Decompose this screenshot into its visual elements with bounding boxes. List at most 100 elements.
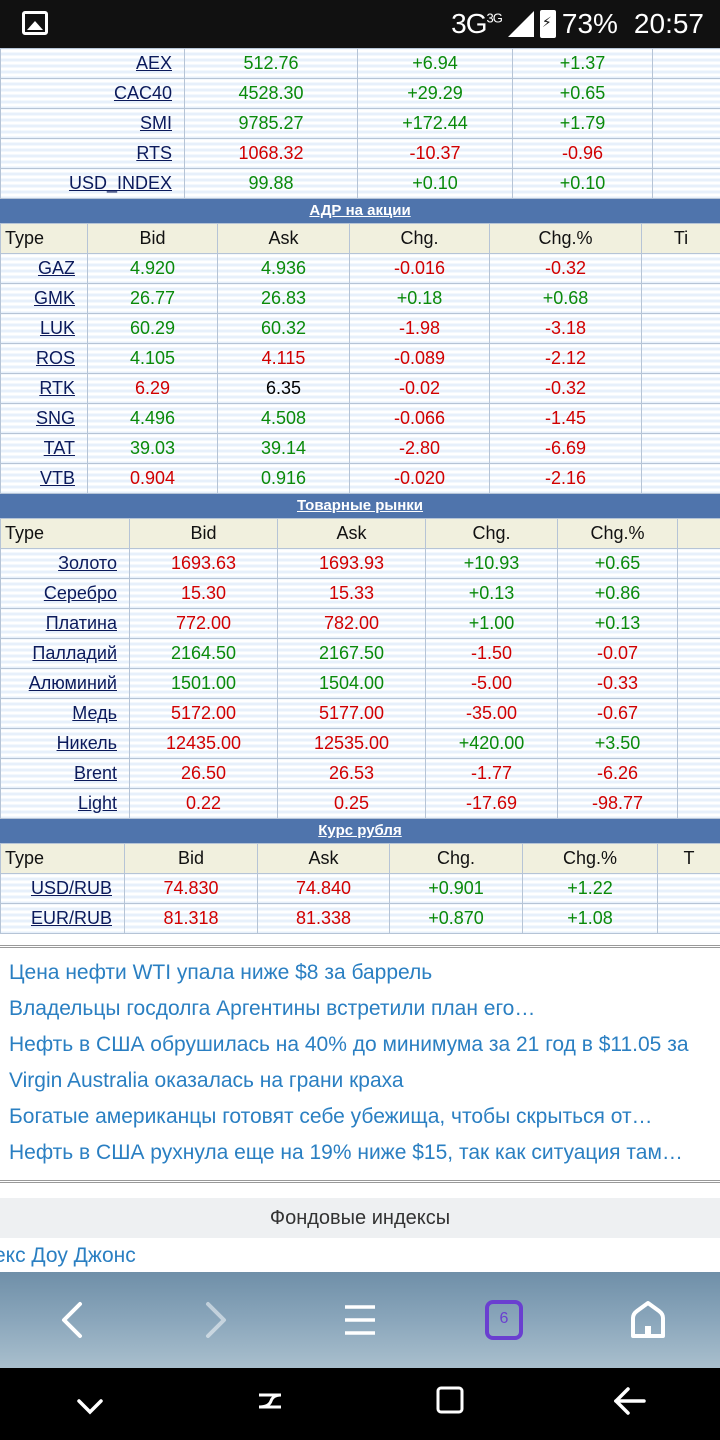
instrument-link[interactable]: Серебро xyxy=(0,578,130,609)
change-cell: -0.02 xyxy=(349,373,490,404)
empty-cell xyxy=(641,313,720,344)
table-row: VTB 0.904 0.916 -0.020 -2.16 xyxy=(0,463,720,494)
gallery-notification-icon xyxy=(22,11,48,35)
empty-cell xyxy=(652,138,720,169)
instrument-link[interactable]: VTB xyxy=(0,463,88,494)
instrument-link[interactable]: GMK xyxy=(0,283,88,314)
change-percent-cell: -0.96 xyxy=(512,138,653,169)
tabs-button[interactable]: 6 xyxy=(468,1284,540,1356)
empty-cell xyxy=(677,698,720,729)
ask-cell: 4.936 xyxy=(217,253,350,284)
table-header-row: Type Bid Ask Chg. Chg.% Ti xyxy=(0,223,720,254)
instrument-link[interactable]: LUK xyxy=(0,313,88,344)
news-list: Цена нефти WTI упала ниже $8 за баррель … xyxy=(0,945,720,1174)
news-link[interactable]: Нефть в США обрушилась на 40% до минимум… xyxy=(9,1033,689,1056)
table-row: GMK 26.77 26.83 +0.18 +0.68 xyxy=(0,283,720,314)
column-header: Ask xyxy=(257,843,390,874)
instrument-link[interactable]: GAZ xyxy=(0,253,88,284)
home-nav-button[interactable] xyxy=(410,1385,490,1424)
empty-cell xyxy=(652,48,720,79)
value-cell: 9785.27 xyxy=(184,108,358,139)
change-cell: +0.10 xyxy=(357,168,513,199)
instrument-link[interactable]: Платина xyxy=(0,608,130,639)
change-cell: -0.066 xyxy=(349,403,490,434)
instrument-link[interactable]: AEX xyxy=(0,48,185,79)
change-cell: -35.00 xyxy=(425,698,558,729)
table-row: CAC40 4528.30 +29.29 +0.65 xyxy=(0,78,720,109)
instrument-link[interactable]: SNG xyxy=(0,403,88,434)
table-row: GAZ 4.920 4.936 -0.016 -0.32 xyxy=(0,253,720,284)
back-nav-button[interactable] xyxy=(590,1385,670,1424)
change-cell: -1.77 xyxy=(425,758,558,789)
back-button[interactable] xyxy=(36,1284,108,1356)
hide-keyboard-button[interactable] xyxy=(50,1385,130,1424)
column-header: T xyxy=(657,843,720,874)
section-title-adr[interactable]: АДР на акции xyxy=(0,199,720,223)
column-header: Chg.% xyxy=(557,518,678,549)
bid-cell: 26.50 xyxy=(129,758,278,789)
change-cell: +172.44 xyxy=(357,108,513,139)
ask-cell: 15.33 xyxy=(277,578,426,609)
bid-cell: 60.29 xyxy=(87,313,218,344)
bid-cell: 1501.00 xyxy=(129,668,278,699)
instrument-link[interactable]: Никель xyxy=(0,728,130,759)
ask-cell: 1504.00 xyxy=(277,668,426,699)
news-link[interactable]: Владельцы госдолга Аргентины встретили п… xyxy=(9,997,536,1020)
instrument-link[interactable]: Алюминий xyxy=(0,668,130,699)
instrument-link[interactable]: Палладий xyxy=(0,638,130,669)
column-header: Chg. xyxy=(425,518,558,549)
empty-cell xyxy=(677,638,720,669)
adr-table: Type Bid Ask Chg. Chg.% Ti GAZ 4.920 4.936 -0.016… xyxy=(0,223,720,494)
value-cell: 99.88 xyxy=(184,168,358,199)
instrument-link[interactable]: EUR/RUB xyxy=(0,903,125,934)
news-link[interactable]: Нефть в США рухнула еще на 19% ниже $15,… xyxy=(9,1141,683,1164)
section-title-commodities[interactable]: Товарные рынки xyxy=(0,494,720,518)
recents-button[interactable] xyxy=(230,1385,310,1424)
arrow-left-icon xyxy=(613,1386,646,1415)
table-row: EUR/RUB 81.318 81.338 +0.870 +1.08 xyxy=(0,903,720,934)
change-percent-cell: -2.12 xyxy=(489,343,642,374)
empty-cell xyxy=(657,903,720,934)
table-row: Light 0.22 0.25 -17.69 -98.77 xyxy=(0,788,720,819)
section-title-ruble[interactable]: Курс рубля xyxy=(0,819,720,843)
column-header: Chg. xyxy=(349,223,490,254)
instrument-link[interactable]: ROS xyxy=(0,343,88,374)
table-row: USD/RUB 74.830 74.840 +0.901 +1.22 xyxy=(0,873,720,904)
news-link[interactable]: Virgin Australia оказалась на грани крах… xyxy=(9,1069,404,1092)
news-link[interactable]: Цена нефти WTI упала ниже $8 за баррель xyxy=(9,961,433,984)
instrument-link[interactable]: CAC40 xyxy=(0,78,185,109)
instrument-link[interactable]: SMI xyxy=(0,108,185,139)
instrument-link[interactable]: TAT xyxy=(0,433,88,464)
change-percent-cell: +1.79 xyxy=(512,108,653,139)
instrument-link[interactable]: RTS xyxy=(0,138,185,169)
change-cell: -5.00 xyxy=(425,668,558,699)
ask-cell: 12535.00 xyxy=(277,728,426,759)
column-header: Bid xyxy=(124,843,258,874)
bid-cell: 2164.50 xyxy=(129,638,278,669)
home-button[interactable] xyxy=(612,1284,684,1356)
empty-cell xyxy=(641,373,720,404)
menu-button[interactable] xyxy=(324,1284,396,1356)
ask-cell: 39.14 xyxy=(217,433,350,464)
instrument-link[interactable]: RTK xyxy=(0,373,88,404)
instrument-link[interactable]: Brent xyxy=(0,758,130,789)
instrument-link[interactable]: USD_INDEX xyxy=(0,168,185,199)
news-link[interactable]: Богатые американцы готовят себе убежища,… xyxy=(9,1105,653,1128)
forward-button[interactable] xyxy=(180,1284,252,1356)
stock-indices-header[interactable]: Фондовые индексы xyxy=(0,1198,720,1238)
change-percent-cell: +0.65 xyxy=(557,548,678,579)
column-header: Chg. xyxy=(389,843,523,874)
recents-icon xyxy=(258,1393,282,1408)
instrument-link[interactable]: Медь xyxy=(0,698,130,729)
instrument-link[interactable]: Золото xyxy=(0,548,130,579)
empty-cell xyxy=(677,758,720,789)
column-header: Type xyxy=(0,223,88,254)
instrument-link[interactable]: USD/RUB xyxy=(0,873,125,904)
empty-cell xyxy=(652,78,720,109)
column-header: Ti xyxy=(641,223,720,254)
change-percent-cell: +3.50 xyxy=(557,728,678,759)
dow-jones-link[interactable]: екс Доу Джонс xyxy=(0,1244,136,1267)
empty-cell xyxy=(641,403,720,434)
instrument-link[interactable]: Light xyxy=(0,788,130,819)
change-cell: -1.98 xyxy=(349,313,490,344)
